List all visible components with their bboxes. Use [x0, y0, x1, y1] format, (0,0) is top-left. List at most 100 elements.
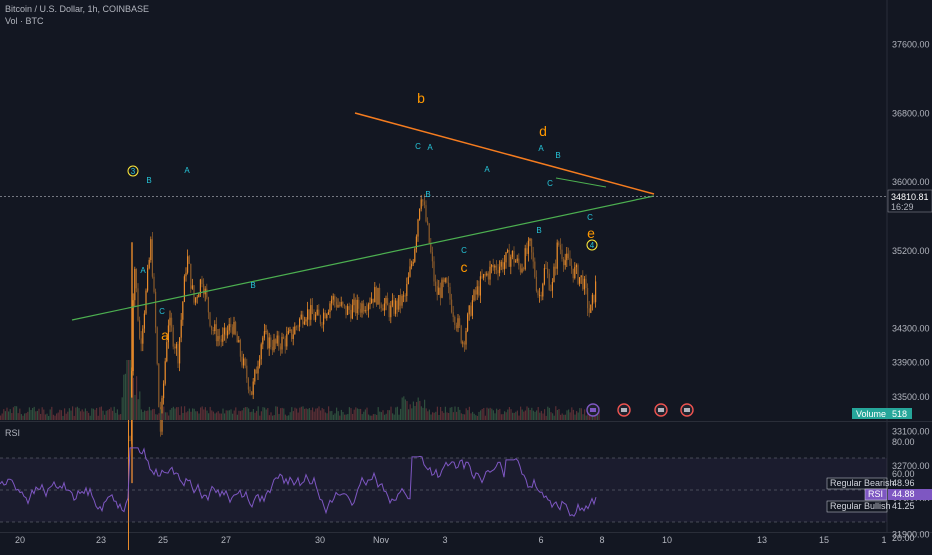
volume-bar — [195, 411, 197, 420]
candle-body — [502, 261, 504, 270]
candle-body — [270, 337, 272, 347]
volume-bar — [584, 409, 586, 420]
volume-bar — [336, 407, 338, 420]
rsi-tag-label: Regular Bullish — [830, 501, 891, 511]
volume-bar — [75, 407, 77, 420]
rsi-tag-label-bg — [826, 500, 888, 513]
volume-bar — [70, 410, 72, 420]
volume-bar — [24, 413, 26, 420]
candle-body — [563, 258, 565, 266]
symbol-legend[interactable]: Bitcoin / U.S. Dollar, 1h, COINBASE — [5, 4, 150, 14]
candle-body — [590, 304, 592, 313]
candle-body — [395, 300, 397, 314]
candle-body — [147, 268, 149, 291]
candle-body — [278, 335, 280, 347]
volume-bar — [142, 411, 144, 420]
candle-body — [444, 278, 446, 282]
volume-bar — [472, 411, 474, 420]
candle-body — [236, 333, 238, 343]
volume-bar — [534, 411, 536, 420]
volume-bar — [198, 413, 200, 420]
rsi-tag-value: 48.96 — [892, 478, 915, 488]
volume-bar — [355, 407, 357, 420]
candle-body — [577, 265, 579, 284]
rsi-legend[interactable]: RSI — [5, 428, 21, 438]
volume-bar — [438, 414, 440, 420]
candle-body — [582, 275, 584, 290]
volume-bar — [299, 407, 301, 420]
volume-bar — [278, 413, 280, 420]
candle-body — [567, 253, 569, 259]
candle-body — [275, 339, 277, 344]
candle-body — [459, 318, 461, 326]
candle-body — [463, 342, 465, 345]
candle-body — [505, 252, 507, 263]
candle-body — [524, 248, 526, 270]
wave-label-minor: B — [250, 281, 255, 290]
candle-body — [286, 333, 288, 347]
volume-bar — [553, 415, 555, 420]
volume-bar — [192, 408, 194, 420]
volume-bar — [473, 413, 475, 420]
volume-bar — [148, 406, 150, 420]
volume-bar — [398, 414, 400, 420]
candle-body — [351, 305, 353, 319]
volume-bar — [492, 410, 494, 420]
resistance-trendline — [354, 112, 655, 195]
volume-bar — [497, 409, 499, 420]
candle-body — [387, 298, 389, 306]
candle-body — [265, 331, 267, 332]
candle-body — [227, 330, 229, 336]
current-price-value: 34810.81 — [891, 192, 929, 202]
candle-body — [447, 282, 449, 288]
volume-bar — [364, 409, 366, 420]
volume-legend[interactable]: Vol · BTC — [5, 16, 44, 26]
volume-bar — [230, 409, 232, 420]
volume-bar — [49, 409, 51, 420]
candle-body — [326, 314, 328, 319]
candle-body — [315, 314, 317, 320]
volume-bar — [251, 411, 253, 420]
candle-body — [247, 378, 249, 390]
candle-body — [340, 302, 342, 306]
candle-body — [543, 268, 545, 284]
candle-body — [171, 317, 173, 328]
volume-bar — [451, 407, 453, 420]
wave-label-minor: A — [140, 266, 146, 275]
candle-body — [457, 318, 459, 329]
volume-bar — [283, 408, 285, 420]
candle-body — [214, 324, 216, 331]
volume-bar — [185, 412, 187, 420]
volume-bar — [292, 411, 294, 420]
time-tick-label: 13 — [757, 535, 767, 545]
candle-body — [260, 344, 262, 360]
volume-bar — [134, 394, 136, 420]
volume-bar — [208, 413, 210, 420]
candle-body — [188, 256, 190, 264]
event-icon-glyph — [684, 408, 690, 412]
candle-body — [217, 336, 219, 342]
time-tick-label: 23 — [96, 535, 106, 545]
volume-bar — [259, 415, 261, 420]
candle-body — [503, 262, 505, 270]
volume-bar — [545, 415, 547, 420]
volume-bar — [390, 406, 392, 420]
volume-bar — [489, 407, 491, 420]
candle-body — [409, 266, 411, 277]
candle-body — [239, 340, 241, 357]
candle-body — [423, 201, 425, 206]
candle-body — [385, 298, 387, 304]
candle-body — [404, 295, 406, 297]
volume-bar — [505, 412, 507, 420]
volume-bar — [224, 413, 226, 420]
volume-bar — [289, 412, 291, 420]
candle-body — [359, 308, 361, 313]
candle-body — [145, 290, 147, 314]
candle-body — [215, 324, 217, 342]
candle-body — [401, 295, 403, 306]
candle-body — [591, 294, 593, 305]
volume-bar — [132, 377, 134, 420]
candle-body — [299, 319, 301, 327]
